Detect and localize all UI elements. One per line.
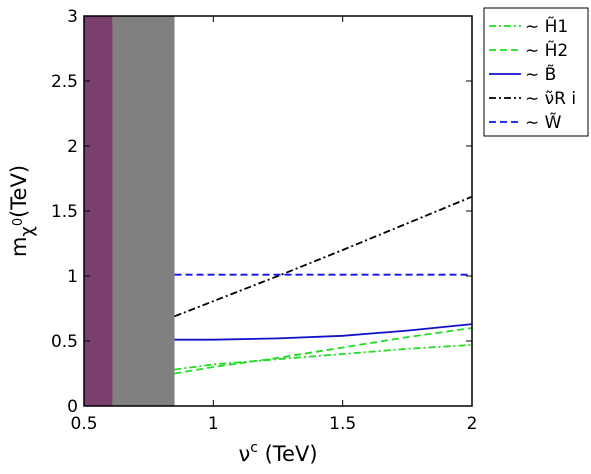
x-axis-title: νc (TeV) (238, 440, 317, 466)
x-tick-label: 0.5 (70, 414, 97, 434)
shaded-regions (84, 16, 175, 406)
series-line-2 (174, 323, 473, 341)
series-line-0 (174, 344, 473, 371)
legend-entry: ∼ H̃2 (525, 40, 568, 61)
series-lines (174, 195, 473, 375)
y-tick-label: 2 (67, 137, 78, 157)
shaded-region-1 (112, 16, 175, 406)
legend-entry: ∼ H̃1 (525, 16, 568, 37)
y-tick-label: 3 (67, 7, 78, 27)
x-tick-label: 1 (208, 414, 219, 434)
legend-entry: ∼ W̃ (525, 112, 562, 133)
y-tick-label: 0 (67, 397, 78, 417)
y-tick-label: 0.5 (51, 332, 78, 352)
y-axis-title: mχ0(TeV) (7, 165, 38, 257)
y-tick-label: 1 (67, 267, 78, 287)
legend: ∼ H̃1 ∼ H̃2 ∼ B̃ ∼ ν̃R i ∼ W̃ (483, 7, 589, 137)
x-axis-label: νc (TeV) (238, 440, 317, 466)
series-line-1 (174, 327, 473, 375)
x-axis: 0.5 1 1.5 2 (70, 16, 477, 434)
legend-entry: ∼ ν̃R i (525, 89, 576, 109)
y-tick-label: 1.5 (51, 202, 78, 222)
y-axis-label: mχ0(TeV) (7, 165, 38, 257)
series-line-3 (174, 195, 473, 318)
legend-entry: ∼ B̃ (525, 64, 556, 85)
x-tick-label: 2 (467, 414, 478, 434)
legend-box (483, 7, 589, 137)
y-axis: 0 0.5 1 1.5 2 2.5 3 (51, 7, 472, 417)
y-tick-label: 2.5 (51, 72, 78, 92)
x-tick-label: 1.5 (329, 414, 356, 434)
